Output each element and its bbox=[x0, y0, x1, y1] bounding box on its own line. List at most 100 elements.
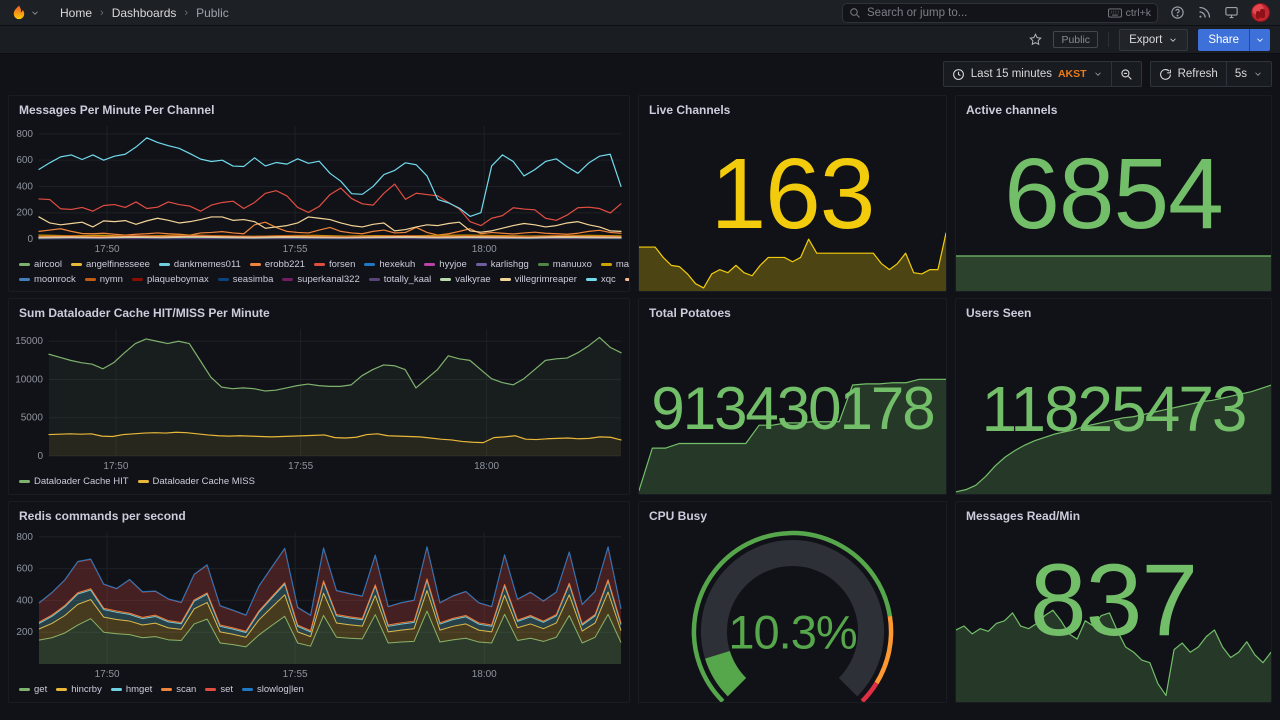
legend-series-label: Dataloader Cache HIT bbox=[34, 476, 129, 487]
breadcrumb-current[interactable]: Public bbox=[196, 5, 229, 20]
legend-item[interactable]: hincrby bbox=[56, 684, 102, 695]
legend-series-swatch bbox=[313, 263, 325, 266]
timeseries-chart[interactable]: 0 5000 10000 15000 17:50 17:55 18:00 bbox=[9, 323, 629, 472]
panel-title[interactable]: Messages Per Minute Per Channel bbox=[19, 103, 215, 117]
panel-dataloader-cache: Sum Dataloader Cache HIT/MISS Per Minute… bbox=[8, 298, 630, 495]
refresh-label: Refresh bbox=[1177, 68, 1218, 80]
svg-text:0: 0 bbox=[27, 234, 33, 245]
refresh-button[interactable]: Refresh bbox=[1151, 62, 1226, 86]
svg-text:18:00: 18:00 bbox=[474, 461, 499, 472]
legend-item[interactable]: Dataloader Cache MISS bbox=[137, 476, 255, 487]
export-button[interactable]: Export bbox=[1119, 28, 1189, 51]
breadcrumb-separator: › bbox=[184, 6, 189, 19]
search-shortcut: ctrl+k bbox=[1107, 7, 1151, 19]
legend-item[interactable]: plaqueboymax bbox=[131, 274, 209, 285]
share-button[interactable]: Share bbox=[1198, 28, 1249, 51]
grafana-logo-icon[interactable] bbox=[10, 4, 28, 22]
user-avatar[interactable] bbox=[1251, 3, 1270, 22]
legend-item[interactable]: manuuxo bbox=[537, 259, 592, 270]
legend-series-label: moonrock bbox=[34, 274, 76, 285]
search-input[interactable] bbox=[867, 6, 1102, 19]
panel-title[interactable]: Users Seen bbox=[966, 306, 1032, 320]
panel-title[interactable]: Total Potatoes bbox=[649, 306, 731, 320]
share-menu-button[interactable] bbox=[1249, 28, 1270, 51]
legend-item[interactable]: get bbox=[19, 684, 47, 695]
svg-text:400: 400 bbox=[16, 181, 33, 192]
legend-series-swatch bbox=[624, 278, 629, 281]
sparkline bbox=[956, 570, 1271, 702]
help-icon[interactable] bbox=[1170, 5, 1185, 20]
sparkline bbox=[956, 255, 1271, 291]
refresh-interval-picker[interactable]: 5s bbox=[1225, 62, 1271, 86]
svg-text:15000: 15000 bbox=[15, 336, 43, 347]
legend-series-swatch bbox=[249, 263, 261, 266]
kiosk-monitor-icon[interactable] bbox=[1224, 5, 1239, 20]
legend-item[interactable]: superkanal322 bbox=[282, 274, 360, 285]
legend-item[interactable]: hmget bbox=[110, 684, 153, 695]
legend-item[interactable]: aircool bbox=[19, 259, 62, 270]
legend-series-swatch bbox=[19, 263, 30, 266]
zoom-out-icon bbox=[1120, 68, 1132, 80]
legend-series-swatch bbox=[368, 278, 380, 281]
timeseries-chart[interactable]: 0 200 400 600 800 17:50 17:55 18:00 bbox=[9, 120, 629, 255]
toolbar-divider bbox=[1108, 32, 1110, 47]
legend-item[interactable]: seasimba bbox=[217, 274, 274, 285]
chart-legend: Dataloader Cache HIT Dataloader Cache MIS… bbox=[9, 472, 629, 489]
star-icon[interactable] bbox=[1028, 32, 1043, 47]
legend-series-swatch bbox=[19, 278, 30, 281]
legend-item[interactable]: dankmemes011 bbox=[158, 259, 241, 270]
legend-series-label: xqc bbox=[600, 274, 616, 285]
svg-text:0: 0 bbox=[37, 451, 43, 462]
legend-series-swatch bbox=[440, 278, 452, 281]
time-range-picker[interactable]: Last 15 minutes AKST bbox=[944, 62, 1111, 86]
legend-series-swatch bbox=[158, 263, 170, 266]
legend-item[interactable]: valkyrae bbox=[440, 274, 491, 285]
legend-series-swatch bbox=[71, 263, 82, 266]
search-box[interactable]: ctrl+k bbox=[842, 2, 1158, 23]
visibility-badge: Public bbox=[1053, 31, 1099, 48]
panel-title[interactable]: Redis commands per second bbox=[19, 509, 186, 523]
panel-title[interactable]: Active channels bbox=[966, 103, 1058, 117]
legend-item[interactable]: hyyjoe bbox=[424, 259, 467, 270]
legend-item[interactable]: moonrock bbox=[19, 274, 76, 285]
legend-item[interactable]: set bbox=[205, 684, 233, 695]
legend-series-swatch bbox=[56, 688, 68, 691]
legend-item[interactable]: erobb221 bbox=[249, 259, 305, 270]
news-rss-icon[interactable] bbox=[1197, 5, 1212, 20]
zoom-out-button[interactable] bbox=[1110, 62, 1141, 86]
timeseries-chart[interactable]: 200 400 600 800 17:50 17:55 18:00 bbox=[9, 526, 629, 680]
legend-series-label: scan bbox=[176, 684, 197, 695]
panel-title[interactable]: Live Channels bbox=[649, 103, 731, 117]
legend-series-swatch bbox=[242, 688, 254, 691]
legend-series-swatch bbox=[131, 278, 143, 281]
keyboard-icon bbox=[1107, 7, 1122, 18]
legend-series-label: villegrimreaper bbox=[514, 274, 577, 285]
breadcrumb-home[interactable]: Home bbox=[60, 5, 93, 20]
legend-item[interactable]: Dataloader Cache HIT bbox=[19, 476, 129, 487]
legend-series-label: hmget bbox=[125, 684, 153, 695]
legend-item[interactable]: scan bbox=[161, 684, 196, 695]
legend-item[interactable]: zembugz bbox=[624, 274, 629, 285]
legend-item[interactable]: marisnotokay bbox=[600, 259, 629, 270]
panel-title[interactable]: Sum Dataloader Cache HIT/MISS Per Minute bbox=[19, 306, 270, 320]
refresh-icon bbox=[1159, 68, 1171, 80]
breadcrumb-dashboards[interactable]: Dashboards bbox=[111, 5, 177, 20]
svg-text:200: 200 bbox=[16, 627, 33, 638]
panel-title[interactable]: Messages Read/Min bbox=[966, 509, 1081, 523]
legend-item[interactable]: nymn bbox=[84, 274, 123, 285]
legend-item[interactable]: villegrimreaper bbox=[499, 274, 577, 285]
legend-item[interactable]: karlishgg bbox=[475, 259, 529, 270]
stat-value: 913430178 bbox=[651, 374, 935, 442]
legend-item[interactable]: hexekuh bbox=[364, 259, 415, 270]
legend-series-label: nymn bbox=[99, 274, 123, 285]
legend-item[interactable]: totally_kaal bbox=[368, 274, 431, 285]
clock-icon bbox=[952, 68, 964, 80]
legend-item[interactable]: xqc bbox=[585, 274, 616, 285]
nav-chevron-down-icon[interactable] bbox=[30, 8, 40, 18]
legend-item[interactable]: forsen bbox=[313, 259, 355, 270]
panel-title[interactable]: CPU Busy bbox=[649, 509, 708, 523]
legend-series-label: seasimba bbox=[232, 274, 274, 285]
breadcrumb: Home › Dashboards › Public bbox=[60, 6, 229, 20]
legend-item[interactable]: slowlog|len bbox=[242, 684, 304, 695]
legend-item[interactable]: angelfinesseee bbox=[71, 259, 150, 270]
